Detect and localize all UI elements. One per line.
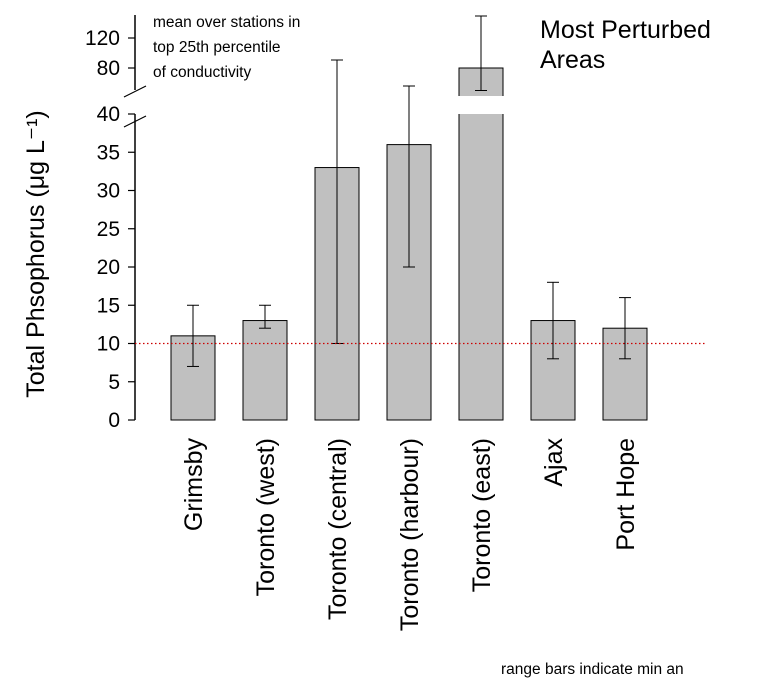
y-ticks: 0 5 10 15 20 25 30 35 40 80 120 — [85, 27, 135, 432]
y-tick-label: 80 — [97, 57, 120, 80]
x-tick-label: Toronto (harbour) — [396, 438, 424, 631]
y-tick-label: 120 — [85, 27, 120, 50]
x-tick-label: Toronto (central) — [324, 438, 352, 620]
x-tick-label: Grimsby — [180, 438, 208, 532]
x-tick-labels: Grimsby Toronto (west) Toronto (central) To… — [180, 438, 640, 632]
axis-break-mark-1 — [123, 85, 147, 98]
bar — [242, 320, 288, 421]
error-bars — [187, 15, 631, 367]
y-tick-label: 20 — [97, 256, 120, 279]
y-tick-label: 15 — [97, 294, 120, 317]
y-tick-label: 5 — [108, 371, 120, 394]
x-tick-label: Ajax — [540, 438, 568, 487]
y-tick-label: 25 — [97, 218, 120, 241]
note-top-line-3: of conductivity — [153, 64, 251, 81]
x-tick-label: Port Hope — [612, 438, 640, 551]
bars — [170, 67, 648, 421]
bar — [458, 67, 504, 421]
note-top-line-1: mean over stations in — [153, 14, 300, 31]
x-tick-label: Toronto (west) — [252, 438, 280, 596]
y-tick-label: 35 — [97, 141, 120, 164]
y-tick-label: 40 — [97, 103, 120, 126]
y-tick-label: 0 — [108, 409, 120, 432]
y-tick-label: 10 — [97, 333, 120, 356]
bar-break-gap — [457, 96, 505, 114]
x-tick-label: Toronto (east) — [468, 438, 496, 592]
note-top-line-2: top 25th percentile — [153, 39, 281, 56]
axis-break-mark-2 — [123, 115, 147, 128]
y-axis-label: Total Phsophorus (μg L⁻¹) — [22, 110, 50, 397]
chart-title-line-2: Areas — [540, 46, 605, 74]
chart-title: Most Perturbed — [540, 16, 711, 44]
y-tick-label: 30 — [97, 180, 120, 203]
note-bottom: range bars indicate min an — [501, 661, 684, 678]
